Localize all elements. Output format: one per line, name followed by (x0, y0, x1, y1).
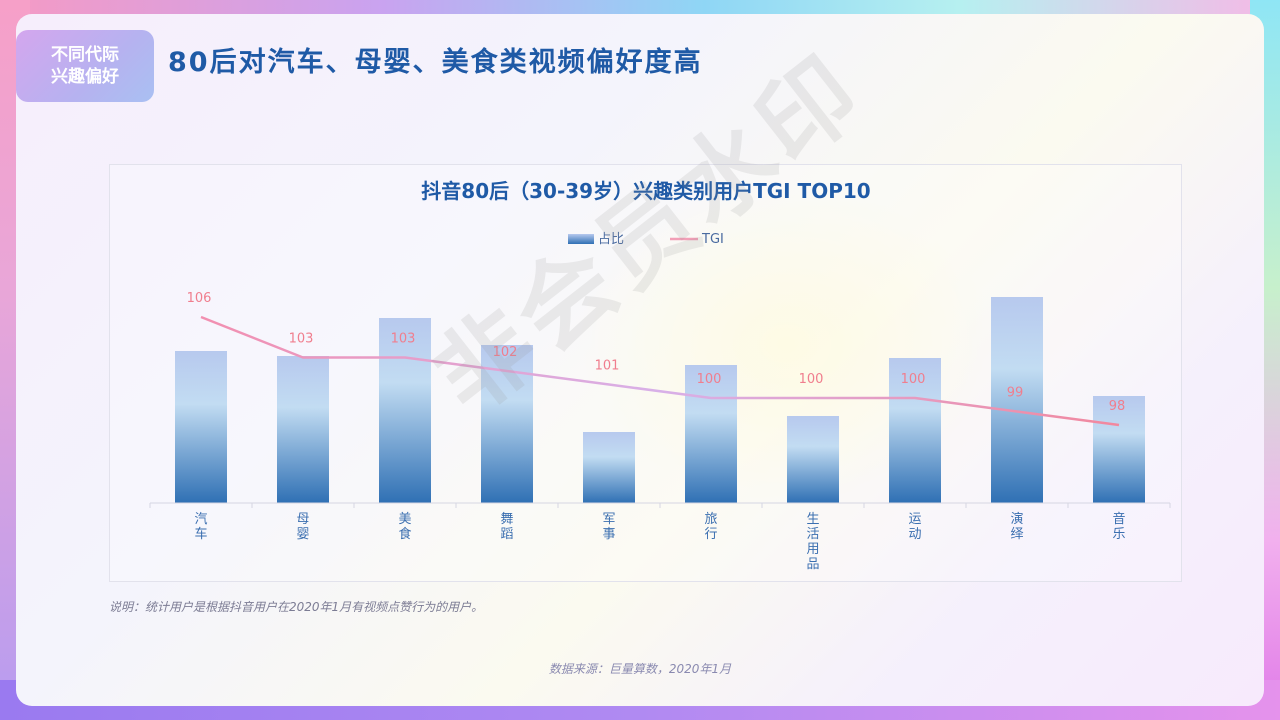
x-label-生活用品: 用 (806, 542, 819, 557)
x-label-旅行: 行 (704, 527, 717, 542)
x-label-运动: 动 (908, 527, 921, 542)
x-label-军事: 军 (602, 512, 615, 527)
data-source: 数据来源：巨量算数，2020年1月 (548, 662, 732, 676)
x-label-军事: 事 (602, 527, 615, 542)
data-label-音乐: 98 (1109, 399, 1126, 414)
bar-母婴 (277, 356, 329, 503)
x-label-生活用品: 活 (806, 527, 819, 542)
chart-title: 抖音80后（30-39岁）兴趣类别用户TGI TOP10 (421, 179, 870, 203)
x-label-舞蹈: 舞 (500, 512, 513, 527)
data-label-军事: 101 (595, 359, 620, 374)
bar-演绎 (991, 297, 1043, 503)
tgi-line (200, 315, 1120, 427)
data-label-母婴: 103 (289, 332, 314, 347)
x-label-音乐: 音 (1112, 511, 1125, 527)
section-tag-line2: 兴趣偏好 (51, 67, 119, 87)
x-label-运动: 运 (908, 512, 921, 527)
x-label-音乐: 乐 (1112, 527, 1125, 542)
bar-运动 (889, 358, 941, 503)
x-label-美食: 食 (398, 526, 411, 542)
x-label-旅行: 旅 (704, 512, 717, 527)
legend-bar-label: 占比 (598, 232, 624, 247)
data-label-生活用品: 100 (799, 372, 824, 387)
x-label-母婴: 母 (296, 512, 309, 527)
chart-svg: 抖音80后（30-39岁）兴趣类别用户TGI TOP10 占比 TGI 1061… (149, 179, 1171, 572)
x-label-母婴: 婴 (296, 527, 309, 542)
x-axis-ticks (149, 503, 1171, 508)
section-tag-line1: 不同代际 (51, 45, 119, 65)
bar-军事 (583, 432, 635, 503)
bar-生活用品 (787, 416, 839, 503)
tgi-line-series (200, 315, 1120, 427)
data-label-运动: 100 (901, 372, 926, 387)
x-label-美食: 美 (398, 512, 411, 527)
data-label-美食: 103 (391, 332, 416, 347)
data-label-汽车: 106 (187, 291, 212, 306)
x-label-演绎: 演 (1010, 511, 1023, 527)
chart-legend: 占比 TGI (568, 232, 724, 247)
x-label-舞蹈: 蹈 (500, 527, 513, 542)
bar-美食 (379, 318, 431, 503)
slide-panel: 不同代际 兴趣偏好 80后对汽车、母婴、美食类视频偏好度高 (16, 14, 1264, 706)
legend-line-label: TGI (701, 232, 724, 247)
data-label-舞蹈: 102 (493, 345, 518, 360)
bar-音乐 (1093, 396, 1145, 503)
x-label-演绎: 绎 (1010, 527, 1023, 542)
section-tag: 不同代际 兴趣偏好 (16, 30, 154, 102)
x-label-汽车: 汽 (194, 512, 207, 527)
footnote: 说明：统计用户是根据抖音用户在2020年1月有视频点赞行为的用户。 (109, 600, 484, 614)
data-labels: 106 103 103 102 101 100 100 100 99 98 (187, 291, 1126, 414)
x-label-汽车: 车 (194, 526, 207, 542)
legend-bar-swatch (568, 234, 594, 244)
x-label-生活用品: 生 (806, 512, 819, 527)
page-title: 80后对汽车、母婴、美食类视频偏好度高 (168, 47, 703, 78)
data-label-旅行: 100 (697, 372, 722, 387)
data-label-演绎: 99 (1007, 386, 1024, 401)
bar-汽车 (175, 351, 227, 503)
x-label-生活用品: 品 (806, 557, 819, 572)
bar-旅行 (685, 365, 737, 503)
bar-series (175, 297, 1145, 503)
chart-container: 抖音80后（30-39岁）兴趣类别用户TGI TOP10 占比 TGI 106 1… (109, 164, 1182, 582)
